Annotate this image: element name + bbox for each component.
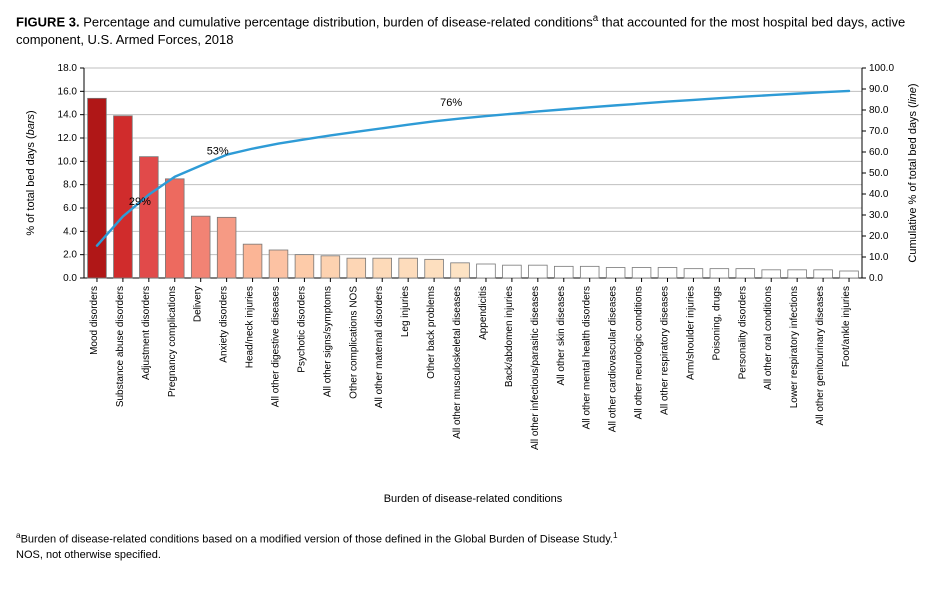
bar: [503, 266, 522, 279]
right-tick-label: 80.0: [869, 105, 889, 116]
footnote: aBurden of disease-related conditions ba…: [16, 530, 930, 562]
right-tick-label: 30.0: [869, 210, 889, 221]
category-label: Other back problems: [426, 286, 437, 379]
bar: [321, 256, 340, 278]
category-label: Leg injuries: [400, 286, 411, 337]
right-tick-label: 40.0: [869, 189, 889, 200]
right-tick-label: 100.0: [869, 63, 894, 74]
category-label: Poisoning, drugs: [711, 286, 722, 361]
right-tick-label: 10.0: [869, 252, 889, 263]
category-label: All other oral conditions: [763, 286, 774, 390]
chart-container: 0.0 2.0 4.0 6.0 8.0 10.0 12.0 14.0 16.0 18.0 0.0 10…: [16, 54, 930, 524]
bar: [347, 259, 366, 279]
bar: [528, 266, 547, 279]
right-axis-label: Cumulative % of total bed days (line): [907, 84, 919, 263]
line-annotation: 53%: [207, 146, 229, 158]
bar: [217, 218, 236, 279]
bar: [710, 269, 729, 278]
right-tick-label: 50.0: [869, 168, 889, 179]
bar: [814, 270, 833, 278]
bar: [243, 245, 262, 279]
category-label: Mood disorders: [89, 286, 100, 355]
bar: [477, 264, 496, 278]
bar: [425, 260, 444, 279]
category-label: Arm/shoulder injuries: [685, 286, 696, 380]
left-tick-label: 8.0: [63, 180, 77, 191]
category-label: All other respiratory diseases: [660, 286, 671, 415]
category-label: All other signs/symptoms: [322, 286, 333, 397]
left-tick-label: 6.0: [63, 203, 77, 214]
left-tick-label: 10.0: [58, 157, 78, 168]
category-label: All other musculoskeletal diseases: [452, 286, 463, 439]
figure-title: FIGURE 3. Percentage and cumulative perc…: [16, 12, 930, 48]
bar: [762, 270, 781, 278]
left-tick-label: 12.0: [58, 133, 78, 144]
category-label: Psychotic disorders: [296, 286, 307, 373]
footnote-line2: NOS, not otherwise specified.: [16, 548, 930, 563]
left-tick-label: 18.0: [58, 63, 78, 74]
category-label: Back/abdomen injuries: [504, 286, 515, 387]
category-label: All other digestive diseases: [271, 286, 282, 407]
left-tick-label: 2.0: [63, 250, 77, 261]
category-label: Pregnancy complications: [167, 286, 178, 397]
left-tick-label: 0.0: [63, 273, 77, 284]
category-label: All other skin diseases: [556, 286, 567, 386]
category-label: All other infectious/parasitic diseases: [530, 286, 541, 450]
category-label: Appendicitis: [478, 286, 489, 340]
category-label: Lower respiratory infections: [789, 286, 800, 408]
bar: [295, 255, 314, 278]
bar: [632, 268, 651, 279]
category-label: All other mental health disorders: [582, 286, 593, 429]
category-label: Delivery: [193, 286, 204, 322]
bar: [451, 263, 470, 278]
bar: [736, 269, 755, 278]
bar: [840, 271, 859, 278]
line-annotation: 29%: [129, 196, 151, 208]
line-annotation: 76%: [440, 98, 462, 110]
bar: [88, 99, 107, 279]
x-axis-label: Burden of disease-related conditions: [384, 493, 563, 505]
left-tick-label: 14.0: [58, 110, 78, 121]
category-label: All other genitourinary diseases: [815, 286, 826, 426]
category-label: All other cardiovascular diseases: [608, 286, 619, 432]
category-label: All other maternal disorders: [374, 286, 385, 408]
right-tick-label: 60.0: [869, 147, 889, 158]
bar: [658, 268, 677, 279]
bar: [788, 270, 807, 278]
footnote-line1: aBurden of disease-related conditions ba…: [16, 530, 930, 548]
category-label: Personality disorders: [737, 286, 748, 379]
bar: [269, 250, 288, 278]
right-tick-label: 0.0: [869, 273, 883, 284]
left-tick-label: 16.0: [58, 87, 78, 98]
right-tick-label: 20.0: [869, 231, 889, 242]
category-label: Adjustment disorders: [141, 286, 152, 380]
category-label: All other neurologic conditions: [634, 286, 645, 419]
right-tick-label: 70.0: [869, 126, 889, 137]
figure-text-a: Percentage and cumulative percentage dis…: [83, 14, 593, 29]
bar: [139, 157, 158, 278]
pareto-chart: 0.0 2.0 4.0 6.0 8.0 10.0 12.0 14.0 16.0 18.0 0.0 10…: [16, 54, 930, 524]
left-tick-label: 4.0: [63, 227, 77, 238]
left-axis-label: % of total bed days (bars): [25, 111, 37, 236]
category-label: Head/neck injuries: [245, 286, 256, 368]
category-label: Substance abuse disorders: [115, 286, 126, 407]
bar: [373, 259, 392, 279]
figure-label: FIGURE 3.: [16, 14, 80, 29]
bar: [606, 268, 625, 279]
bar: [554, 267, 573, 279]
bar: [191, 217, 210, 279]
category-label: Other complications NOS: [348, 286, 359, 399]
bar: [399, 259, 418, 279]
bar: [165, 179, 184, 278]
bar: [684, 269, 703, 278]
right-tick-label: 90.0: [869, 84, 889, 95]
bar: [580, 267, 599, 279]
category-label: Anxiety disorders: [219, 286, 230, 363]
category-label: Foot/ankle injuries: [841, 286, 852, 367]
